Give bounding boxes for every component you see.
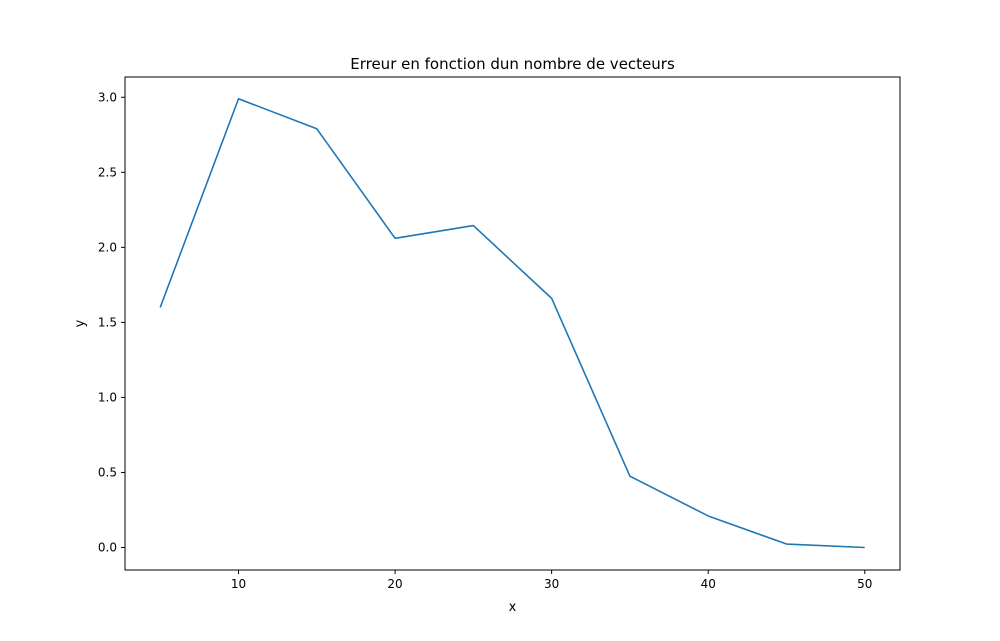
- y-tick-label: 2.5: [98, 165, 117, 179]
- chart-title: Erreur en fonction dun nombre de vecteur…: [350, 55, 675, 73]
- x-tick-label: 10: [231, 577, 246, 591]
- x-tick-label: 50: [857, 577, 872, 591]
- y-tick-label: 1.0: [98, 390, 117, 404]
- y-axis-label: y: [73, 319, 88, 327]
- y-tick-label: 3.0: [98, 90, 117, 104]
- x-axis: 10 20 30 40 50: [231, 570, 872, 591]
- y-tick-label: 0.5: [98, 465, 117, 479]
- series-line: [159, 97, 865, 549]
- y-tick-label: 0.0: [98, 540, 117, 554]
- x-axis-label: x: [509, 600, 517, 615]
- x-tick-label: 30: [544, 577, 559, 591]
- y-tick-label: 2.0: [98, 240, 117, 254]
- y-axis: 0.0 0.5 1.0 1.5 2.0 2.5 3.0: [98, 90, 125, 554]
- x-tick-label: 40: [701, 577, 716, 591]
- x-tick-label: 20: [387, 577, 402, 591]
- plot-area: [159, 97, 865, 549]
- plot-frame: [124, 76, 901, 571]
- y-tick-label: 1.5: [98, 315, 117, 329]
